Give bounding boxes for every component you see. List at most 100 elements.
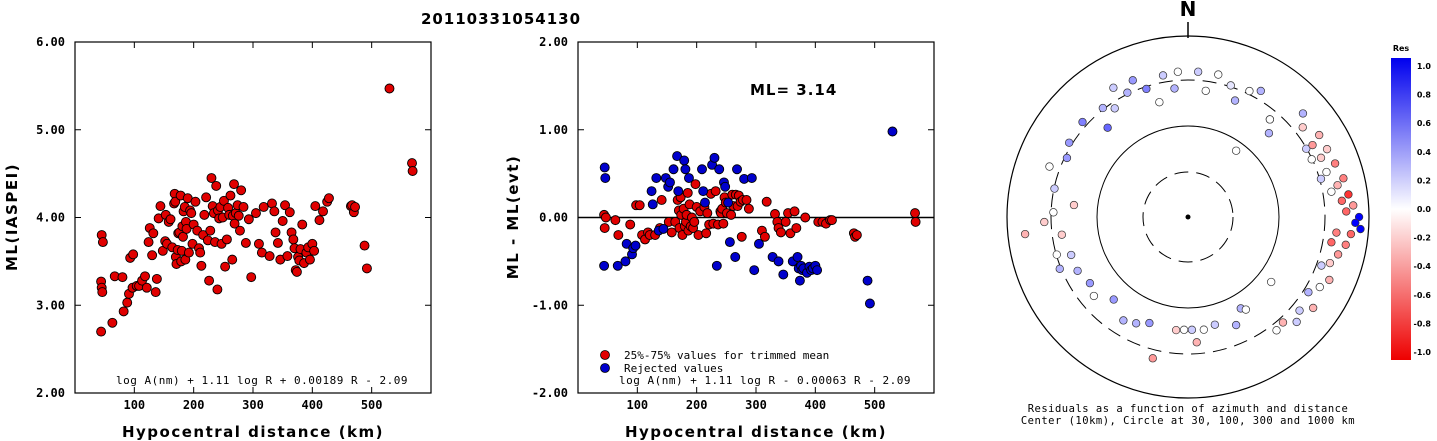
left-data-point [240,237,251,248]
left-data-point [204,275,215,286]
polar-data-point [1333,250,1343,259]
left-data-point [186,208,197,219]
middle-blue-point [665,177,675,188]
middle-red-point [690,179,701,190]
left-data-point [297,219,308,230]
left-x-tick-label: 500 [361,398,383,412]
colorbar-title: Res [1393,44,1410,53]
left-data-point [258,202,269,212]
left-data-point [195,247,206,258]
middle-blue-point [680,164,691,175]
left-data-point [264,251,275,262]
legend-red-label: 25%-75% values for trimmed mean [624,349,829,362]
polar-data-point [1065,138,1074,147]
left-y-tick-label: 2.00 [36,386,65,400]
polar-caption-line-1: Residuals as a function of azimuth and d… [1028,403,1349,415]
polar-data-point [1307,155,1316,164]
middle-red-point [710,186,721,197]
colorbar: Res 1.0 0.8 0.6 0.4 0.2 0.0 -0.2 -0.4 -0.6 -0.8 -1… [1391,44,1431,360]
middle-blue-point [732,164,742,175]
polar-data-point [1020,229,1030,239]
polar-data-point [1201,86,1210,95]
middle-blue-point [720,181,731,192]
left-data-point [183,247,194,258]
middle-blue-point [709,152,720,163]
middle-red-point [682,187,693,198]
polar-data-point [1103,123,1112,132]
polar-data-point [1245,86,1254,96]
polar-data-point [1049,208,1058,217]
left-data-point [140,271,150,282]
polar-data-point [1356,224,1365,234]
middle-blue-point [612,260,623,271]
colorbar-label: 0.0 [1417,205,1432,214]
left-y-tick-label: 4.00 [36,211,65,225]
left-y-tick-label: 3.00 [36,298,65,312]
left-data-point [350,202,361,212]
polar-data-point [1315,282,1324,292]
middle-x-tick-label: 400 [804,398,826,412]
colorbar-label: 0.4 [1417,148,1432,157]
polar-data-point [1298,109,1308,118]
left-data-point [236,185,247,196]
left-data-point [199,209,210,220]
middle-red-point [600,212,611,223]
left-x-tick-label: 300 [242,398,264,412]
polar-plot: N Residuals as a function of azimuth and… [1006,0,1370,427]
left-y-tick-label: 5.00 [36,123,65,137]
polar-data-point [1098,103,1107,113]
middle-blue-point [794,275,805,286]
middle-red-point [743,203,754,214]
polar-data-point [1330,159,1340,168]
middle-red-point [741,194,752,205]
middle-x-axis-label: Hypocentral distance (km) [625,423,887,441]
left-formula: log A(nm) + 1.11 log R + 0.00189 R - 2.0… [116,374,408,387]
left-data-point [384,83,395,94]
polar-circle-1000km [1006,35,1370,399]
left-data-point [291,266,302,277]
left-data-point [205,225,216,236]
left-data-point [280,200,290,211]
figure-title: 20110331054130 [421,10,581,28]
polar-data-point [1316,174,1326,184]
left-data-point [190,196,201,207]
polar-data-point [1278,318,1288,327]
middle-red-point [789,206,800,217]
polar-data-point [1199,325,1208,334]
polar-data-point [1315,130,1324,140]
middle-red-point [599,223,610,233]
polar-data-point [1337,196,1347,205]
left-data-point [97,237,108,248]
polar-data-point [1158,71,1168,80]
middle-blue-point [679,155,690,166]
polar-data-point [1327,187,1336,196]
polar-data-point [1292,317,1301,327]
polar-caption-line-2: Center (10km), Circle at 30, 100, 300 an… [1021,415,1355,427]
middle-red-point [613,230,624,241]
left-data-point [288,234,299,245]
middle-y-tick-label: -1.00 [532,298,568,312]
polar-center [1185,214,1191,220]
middle-blue-point [673,186,684,197]
polar-data-points [1020,67,1365,363]
polar-data-point [1308,140,1317,150]
middle-red-point [826,215,837,226]
polar-data-point [1256,86,1265,96]
middle-blue-point [697,164,707,175]
left-data-point [238,202,249,212]
middle-blue-point [620,256,631,267]
middle-red-point [689,216,700,227]
polar-data-point [1109,83,1118,92]
polar-data-point [1295,306,1304,315]
polar-data-point [1265,115,1275,124]
polar-circle-30km [1142,171,1234,263]
polar-data-point [1264,129,1274,138]
left-data-point [272,237,283,248]
middle-blue-point [646,186,657,197]
middle-red-point [726,209,737,220]
middle-x-tick-label: 300 [745,398,767,412]
middle-blue-point [647,199,658,210]
left-axis-ticks: 100 200 300 400 500 2.00 3.00 4.00 5.00 6.00 [36,35,431,412]
polar-data-point [1333,181,1342,190]
middle-y-tick-label: 1.00 [539,123,568,137]
